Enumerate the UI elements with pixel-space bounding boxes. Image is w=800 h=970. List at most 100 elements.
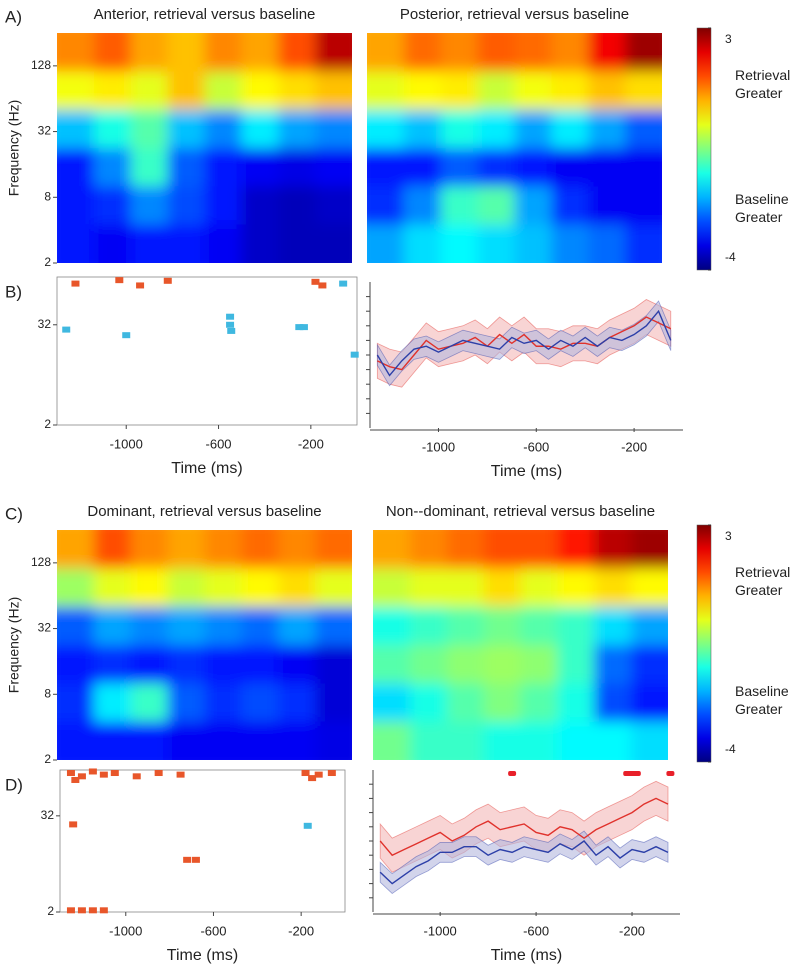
y-axis-label: Frequency (Hz): [6, 597, 22, 693]
heatmap-cell: [93, 109, 132, 149]
heatmap-cell: [315, 606, 352, 646]
heatmap-cell: [315, 645, 352, 685]
significant-cluster: [77, 907, 86, 914]
heatmap-cell: [551, 109, 590, 149]
x-tick-label: -1000: [109, 923, 142, 938]
heatmap-cell: [241, 568, 280, 608]
heatmap-cell: [440, 224, 479, 263]
heatmap-cell: [403, 33, 442, 73]
heatmap-cell: [631, 721, 668, 760]
heatmap-cell: [93, 721, 132, 760]
heatmap-cell: [130, 148, 169, 188]
heatmap-cell: [631, 606, 668, 646]
colorbar-tick-label: -4: [725, 742, 736, 756]
colorbar-label-box: Retrieval Greater: [735, 564, 791, 598]
heatmap-cell: [93, 645, 132, 685]
panel-label: A): [5, 7, 22, 26]
significant-cluster: [295, 324, 304, 331]
heatmap-cell: [315, 683, 352, 723]
heatmap-cell: [167, 530, 206, 570]
heatmap-cell: [594, 645, 633, 685]
heatmap-cell: [625, 148, 662, 188]
x-tick-label: -600: [523, 923, 549, 938]
heatmap-cell: [130, 33, 169, 73]
heatmap-cell: [278, 530, 317, 570]
heatmap-cell: [241, 683, 280, 723]
significant-cluster: [226, 313, 235, 320]
heatmap-cell: [551, 148, 590, 188]
heatmap-cell: [367, 109, 405, 149]
significant-cluster: [183, 856, 192, 863]
heatmap-cell: [93, 606, 132, 646]
heatmap-cell: [588, 186, 627, 226]
heatmap: [57, 530, 352, 760]
heatmap-cell: [631, 530, 668, 570]
heatmap-cell: [373, 606, 411, 646]
chart-title: Dominant, retrieval versus baseline: [87, 503, 321, 520]
heatmap-cell: [409, 683, 448, 723]
heatmap-cell: [403, 71, 442, 111]
panel-label: D): [5, 775, 23, 794]
plot-frame: [56, 276, 358, 426]
heatmap-cells: [367, 33, 662, 263]
heatmap-cell: [204, 721, 243, 760]
y-tick-label: 2: [47, 904, 54, 918]
heatmap-cell: [167, 645, 206, 685]
heatmap-cell: [57, 148, 95, 188]
heatmap-cell: [93, 530, 132, 570]
heatmap-cell: [440, 186, 479, 226]
y-tick-label: 8: [44, 686, 51, 700]
significance-marker: [666, 771, 675, 776]
significant-cluster: [227, 327, 236, 334]
error-band: [379, 830, 669, 895]
heatmap-cell: [241, 71, 280, 111]
heatmap-cell: [477, 109, 516, 149]
heatmap-cell: [167, 148, 206, 188]
heatmap-cell: [514, 186, 553, 226]
significant-cluster: [71, 776, 80, 783]
heatmap-cell: [594, 606, 633, 646]
significant-cluster: [318, 282, 327, 289]
heatmap-cell: [315, 530, 352, 570]
heatmap-cell: [57, 645, 95, 685]
heatmap-cell: [57, 71, 95, 111]
heatmap-cell: [520, 530, 559, 570]
heatmap-cell: [440, 71, 479, 111]
heatmap-cell: [520, 568, 559, 608]
significant-cluster: [163, 277, 172, 284]
heatmap-cell: [57, 530, 95, 570]
heatmap-cell: [130, 606, 169, 646]
colorbar-label: Retrieval Greater: [735, 564, 791, 598]
significant-cluster: [299, 324, 308, 331]
x-tick-label: -1000: [422, 439, 455, 454]
heatmap: [367, 33, 662, 263]
x-tick-label: -1000: [110, 436, 143, 451]
heatmap-cell: [278, 33, 317, 73]
x-tick-label: -200: [619, 923, 645, 938]
heatmap-cell: [594, 683, 633, 723]
significant-cluster: [88, 907, 97, 914]
chart-title: Anterior, retrieval versus baseline: [94, 6, 316, 23]
heatmap-cell: [403, 224, 442, 263]
heatmap-cell: [409, 721, 448, 760]
chart-title: Posterior, retrieval versus baseline: [400, 6, 629, 23]
significant-cluster: [66, 907, 75, 914]
heatmap-cell: [204, 645, 243, 685]
heatmap-cell: [167, 186, 206, 226]
significant-cluster: [308, 775, 317, 782]
heatmap-cell: [278, 148, 317, 188]
significant-cluster: [327, 770, 336, 777]
heatmap-cell: [315, 186, 352, 226]
heatmap-cell: [130, 186, 169, 226]
x-axis-label: Time (ms): [491, 463, 562, 480]
colorbar-tick-label: -4: [725, 250, 736, 264]
heatmap-cell: [204, 33, 243, 73]
x-tick-label: -600: [200, 923, 226, 938]
heatmap-cell: [278, 568, 317, 608]
heatmap-cell: [557, 645, 596, 685]
heatmap-cell: [57, 568, 95, 608]
colorbar: [696, 524, 712, 763]
heatmap-cell: [57, 109, 95, 149]
y-tick-label: 2: [44, 752, 51, 766]
heatmap-cell: [130, 109, 169, 149]
